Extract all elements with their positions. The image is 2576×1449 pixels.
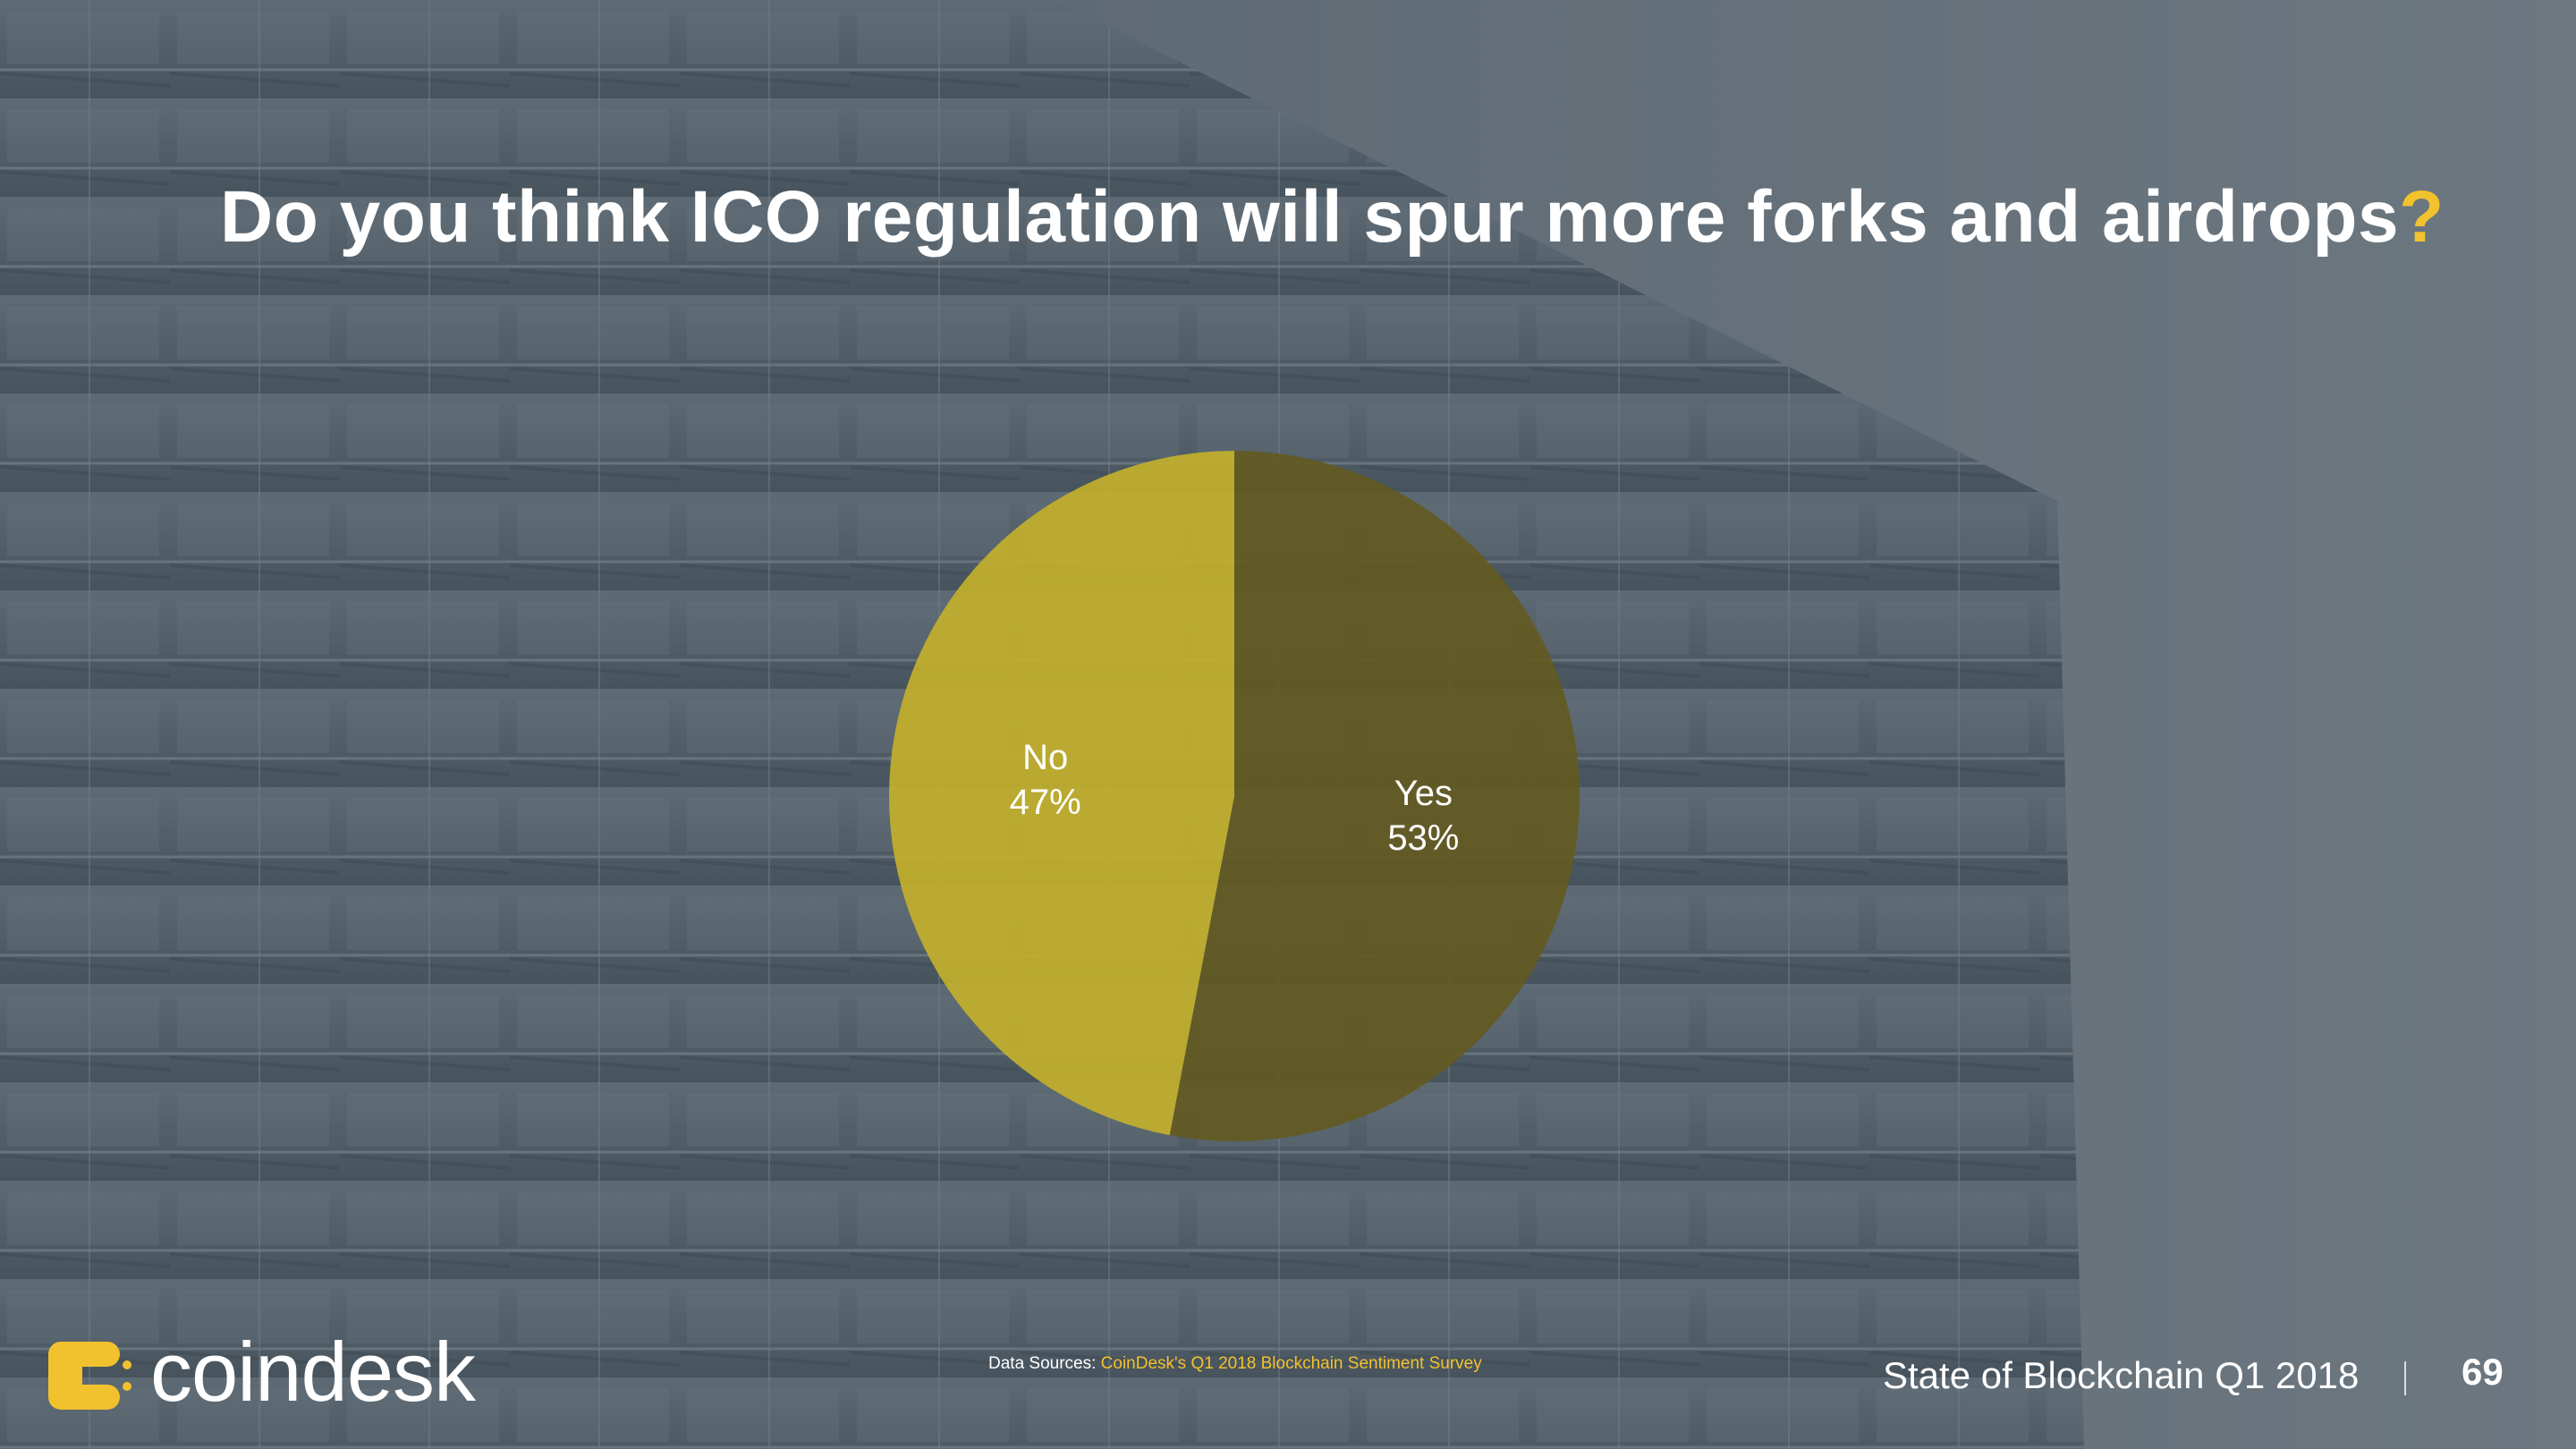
slice-value-yes: 53% — [1387, 818, 1459, 858]
pie-chart: Yes 53% No 47% — [888, 451, 1580, 1141]
title-question-mark: ? — [2399, 176, 2445, 258]
report-title: State of Blockchain Q1 2018 — [1883, 1354, 2360, 1396]
pie-slice-yes — [1169, 451, 1580, 1141]
page-number: 69 — [2462, 1351, 2504, 1393]
slice-label-no: No — [1022, 738, 1068, 777]
data-source-note: Data Sources: CoinDesk's Q1 2018 Blockch… — [988, 1354, 1482, 1373]
footer-divider — [2404, 1361, 2406, 1395]
slide-title: Do you think ICO regulation will spur mo… — [220, 176, 2445, 258]
coindesk-logo-icon — [48, 1342, 131, 1410]
slice-value-no: 47% — [1010, 783, 1081, 822]
source-link[interactable]: CoinDesk's Q1 2018 Blockchain Sentiment … — [1100, 1354, 1482, 1373]
slice-label-yes: Yes — [1394, 774, 1453, 813]
coindesk-logo-text: coindesk — [150, 1325, 476, 1419]
pie-slice-no — [888, 451, 1234, 1136]
